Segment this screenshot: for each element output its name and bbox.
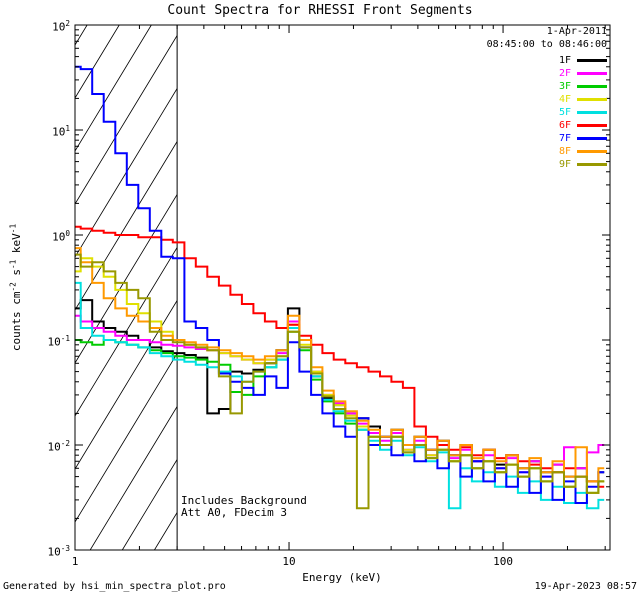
legend-item: 3F	[487, 80, 607, 93]
y-tick-label: 100	[52, 229, 70, 244]
legend-item-label: 7F	[558, 133, 571, 144]
annotation-attenuator-state: Att A0, FDecim 3	[181, 506, 287, 519]
legend-item-label: 4F	[558, 94, 571, 105]
footer-generated-by: Generated by hsi_min_spectra_plot.pro	[3, 581, 226, 592]
footer-datetime: 19-Apr-2023 08:57	[534, 581, 637, 592]
series-4F	[75, 257, 605, 494]
series-9F	[75, 253, 605, 510]
legend-item: 6F	[487, 119, 607, 132]
legend-item: 7F	[487, 132, 607, 145]
series-lines	[75, 65, 605, 510]
y-axis-label: counts cm-2 s-1 keV-1	[8, 223, 24, 352]
legend-item-label: 1F	[558, 55, 571, 66]
legend-swatch	[577, 85, 607, 88]
series-8F	[75, 247, 605, 483]
legend-item-label: 3F	[558, 81, 571, 92]
y-tick-label: 101	[52, 124, 70, 139]
legend: 1-Apr-2011 08:45:00 to 08:46:00 1F 2F 3F 4F…	[487, 26, 607, 171]
series-6F	[75, 225, 605, 488]
legend-item-label: 8F	[558, 146, 571, 157]
plot-frame	[74, 24, 611, 551]
legend-item-label: 9F	[558, 159, 571, 170]
y-tick-label: 102	[52, 19, 70, 34]
hatch-region	[74, 24, 178, 551]
x-tick-label: 10	[282, 555, 296, 568]
x-tick-label: 100	[493, 555, 513, 568]
legend-swatch	[577, 59, 607, 62]
series-2F	[75, 314, 605, 478]
legend-item: 8F	[487, 145, 607, 158]
legend-item: 2F	[487, 67, 607, 80]
y-tick-label: 10-3	[47, 544, 70, 559]
legend-items: 1F 2F 3F 4F 5F 6F 7F 8F 9F	[487, 54, 607, 171]
legend-item-label: 6F	[558, 120, 571, 131]
axis-ticks	[74, 24, 610, 551]
legend-item: 9F	[487, 158, 607, 171]
series-5F	[75, 281, 605, 510]
legend-item: 5F	[487, 106, 607, 119]
chart-title: Count Spectra for RHESSI Front Segments	[167, 3, 473, 18]
legend-swatch	[577, 124, 607, 127]
series-7F	[75, 65, 605, 504]
x-axis-label: Energy (keV)	[302, 571, 382, 584]
legend-swatch	[577, 72, 607, 75]
y-tick-label: 10-1	[47, 334, 70, 349]
legend-swatch	[577, 150, 607, 153]
legend-swatch	[577, 163, 607, 166]
legend-swatch	[577, 98, 607, 101]
legend-swatch	[577, 137, 607, 140]
legend-item: 4F	[487, 93, 607, 106]
legend-item: 1F	[487, 54, 607, 67]
legend-date: 1-Apr-2011	[546, 26, 607, 37]
legend-swatch	[577, 111, 607, 114]
x-tick-label: 1	[71, 555, 79, 568]
annotation-includes-background: Includes Background	[181, 494, 307, 507]
legend-time-range: 08:45:00 to 08:46:00	[486, 39, 607, 50]
legend-item-label: 5F	[558, 107, 571, 118]
y-tick-label: 10-2	[47, 439, 70, 454]
legend-item-label: 2F	[558, 68, 571, 79]
plot-annotations: Includes Background Att A0, FDecim 3	[181, 495, 307, 519]
